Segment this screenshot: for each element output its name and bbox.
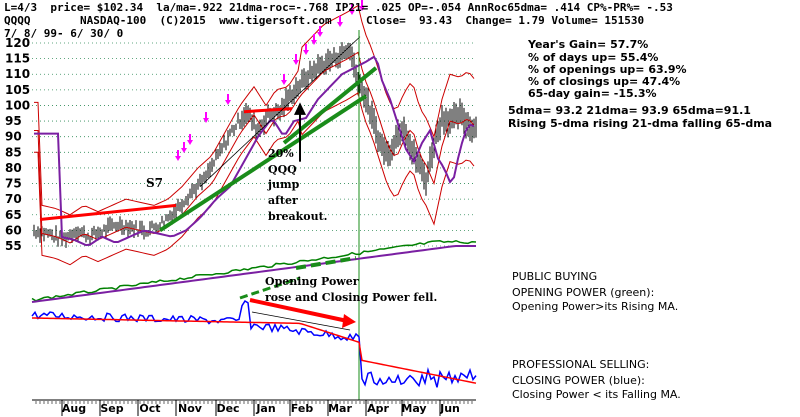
stat-closings-up: % of closings up= 47.4% xyxy=(528,75,681,88)
y-tick-label: 80 xyxy=(5,161,22,175)
sell-arrowhead xyxy=(225,100,231,105)
red-trendline-2 xyxy=(243,107,293,114)
ma65-line xyxy=(34,55,475,247)
x-tick-label: Feb xyxy=(291,402,314,415)
x-tick-label: Mar xyxy=(328,402,352,415)
annotation-jump-1: 20% xyxy=(268,147,294,160)
black-trendline xyxy=(199,36,361,187)
closing-power-status: Closing Power < its Falling MA. xyxy=(512,388,681,401)
y-tick-label: 55 xyxy=(5,239,22,253)
y-tick-label: 65 xyxy=(5,208,22,222)
annotation-s7: S7 xyxy=(146,176,164,190)
sell-arrowhead xyxy=(311,40,317,45)
sell-arrowhead xyxy=(349,10,355,15)
y-tick-label: 90 xyxy=(5,130,22,144)
closing-power-ma xyxy=(31,317,477,384)
green-trendline-1 xyxy=(158,94,368,233)
ma-values: 5dma= 93.2 21dma= 93.9 65dma=91.1 xyxy=(508,104,751,117)
upper-band xyxy=(34,4,475,216)
professional-selling-title: PROFESSIONAL SELLING: xyxy=(512,358,650,371)
x-tick-label: Oct xyxy=(139,402,160,415)
y-tick-label: 75 xyxy=(5,177,22,191)
op-dashed-arrow-2 xyxy=(239,276,301,300)
stat-openings-up: % of openings up= 63.9% xyxy=(528,63,687,76)
date-range: 7/ 8/ 99- 6/ 30/ 0 xyxy=(4,27,124,40)
stat-65day-gain: 65-day gain= -15.3% xyxy=(528,87,657,100)
header-close-info: Close= 93.43 Change= 1.79 Volume= 151530 xyxy=(366,14,645,27)
y-tick-label: 105 xyxy=(5,83,30,97)
header-title: NASDAQ-100 (C)2015 www.tigersoft.com xyxy=(80,14,332,27)
y-tick-label: 70 xyxy=(5,192,22,206)
y-tick-label: 110 xyxy=(5,67,30,81)
sell-arrowhead xyxy=(203,118,209,123)
opening-power-status: Opening Power>its Rising MA. xyxy=(512,300,679,313)
x-tick-label: Dec xyxy=(216,402,239,415)
sell-arrowhead xyxy=(187,140,193,145)
opening-power-ma xyxy=(31,245,476,303)
cp-black-line xyxy=(251,311,351,331)
closing-power-label: CLOSING POWER (blue): xyxy=(512,374,645,387)
sell-arrowhead xyxy=(337,22,343,27)
y-tick-label: 95 xyxy=(5,114,22,128)
sell-arrowhead xyxy=(359,6,365,11)
sell-arrowhead xyxy=(181,148,187,153)
op-dashed-arrow xyxy=(295,256,357,270)
x-tick-label: Aug xyxy=(62,402,86,415)
sell-arrowhead xyxy=(175,156,181,161)
header-line1: L=4/3 price= $102.34 la/ma=.922 21dma-ro… xyxy=(4,1,673,14)
annotation-op-2: rose and Closing Power fell. xyxy=(265,291,438,304)
red-trendline-1 xyxy=(39,203,177,221)
stat-days-up: % of days up= 55.4% xyxy=(528,51,659,64)
y-tick-label: 100 xyxy=(5,98,30,112)
x-tick-label: Apr xyxy=(367,402,389,415)
sell-arrowhead xyxy=(303,50,309,55)
cp-red-arrow xyxy=(249,298,353,324)
sell-arrowhead xyxy=(293,60,299,65)
green-trendline-2 xyxy=(282,66,378,145)
lower-band xyxy=(34,92,475,266)
opening-power-line xyxy=(31,239,477,302)
stat-years-gain: Year's Gain= 57.7% xyxy=(528,38,649,51)
x-tick-label: Jun xyxy=(439,402,460,415)
opening-power-label: OPENING POWER (green): xyxy=(512,286,655,299)
x-tick-label: Jan xyxy=(255,402,275,415)
public-buying-title: PUBLIC BUYING xyxy=(512,270,598,283)
jump-arrowhead xyxy=(294,102,306,115)
sell-arrowhead xyxy=(281,80,287,85)
y-tick-label: 115 xyxy=(5,52,30,66)
ma21-line xyxy=(34,51,475,244)
x-tick-label: Sep xyxy=(100,402,123,415)
x-tick-label: May xyxy=(401,402,426,415)
x-tick-label: Nov xyxy=(178,402,203,415)
y-tick-label: 120 xyxy=(5,36,30,50)
annotation-jump-3: jump xyxy=(268,178,300,191)
annotation-jump-4: after xyxy=(268,194,298,207)
y-tick-label: 85 xyxy=(5,145,22,159)
ticker-symbol: QQQQ xyxy=(4,14,31,27)
sell-arrowhead xyxy=(317,32,323,37)
y-tick-label: 60 xyxy=(5,223,22,237)
annotation-jump-2: QQQ xyxy=(268,163,297,176)
annotation-op-1: Opening Power xyxy=(265,275,359,288)
closing-power-line xyxy=(31,300,477,388)
annotation-jump-5: breakout. xyxy=(268,210,328,223)
ma-status: Rising 5-dma rising 21-dma falling 65-dm… xyxy=(508,117,773,130)
cp-red-arrowhead xyxy=(342,314,356,328)
